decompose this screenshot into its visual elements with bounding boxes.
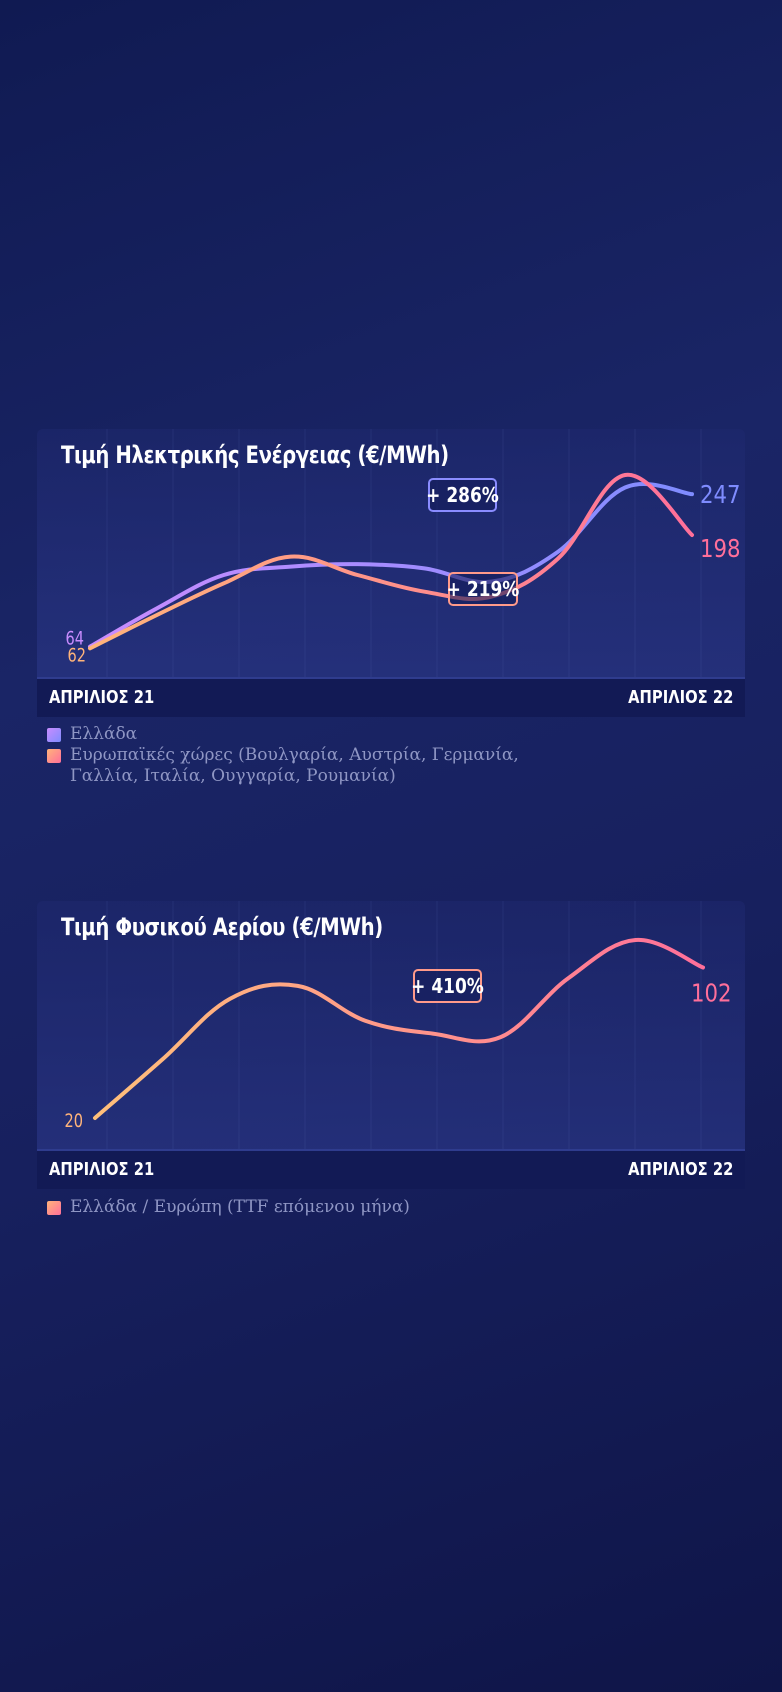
electricity-x-start-label: ΑΠΡΙΛΙΟΣ 21 (49, 687, 155, 708)
gas-x-end-label: ΑΠΡΙΛΙΟΣ 22 (627, 1159, 733, 1180)
electricity-chart-card: Τιμή Ηλεκτρικής Ενέργειας (€/MWh) (37, 429, 745, 678)
legend-item-greece: Ελλάδα (47, 724, 567, 745)
electricity-x-axis-band: ΑΠΡΙΛΙΟΣ 21 ΑΠΡΙΛΙΟΣ 22 (37, 677, 745, 717)
legend-swatch-europe (47, 749, 61, 763)
gas-legend: Ελλάδα / Ευρώπη (TTF επόμενου μήνα) (47, 1197, 567, 1218)
legend-item-gas: Ελλάδα / Ευρώπη (TTF επόμενου μήνα) (47, 1197, 567, 1218)
legend-swatch-greece (47, 728, 61, 742)
gas-x-start-label: ΑΠΡΙΛΙΟΣ 21 (49, 1159, 155, 1180)
legend-label-europe: Ευρωπαϊκές χώρες (Βουλγαρία, Αυστρία, Γε… (70, 745, 519, 786)
electricity-legend: Ελλάδα Ευρωπαϊκές χώρες (Βουλγαρία, Αυστ… (47, 724, 567, 787)
legend-label-gas: Ελλάδα / Ευρώπη (TTF επόμενου μήνα) (70, 1197, 410, 1217)
electricity-chart-title: Τιμή Ηλεκτρικής Ενέργειας (€/MWh) (61, 441, 449, 469)
gas-chart-card: Τιμή Φυσικού Αερίου (€/MWh) (37, 901, 745, 1150)
legend-label-greece: Ελλάδα (70, 724, 138, 744)
legend-item-europe: Ευρωπαϊκές χώρες (Βουλγαρία, Αυστρία, Γε… (47, 745, 567, 787)
legend-swatch-gas (47, 1201, 61, 1215)
electricity-x-end-label: ΑΠΡΙΛΙΟΣ 22 (627, 687, 733, 708)
gas-x-axis-band: ΑΠΡΙΛΙΟΣ 21 ΑΠΡΙΛΙΟΣ 22 (37, 1149, 745, 1189)
gas-chart-title: Τιμή Φυσικού Αερίου (€/MWh) (61, 913, 383, 941)
